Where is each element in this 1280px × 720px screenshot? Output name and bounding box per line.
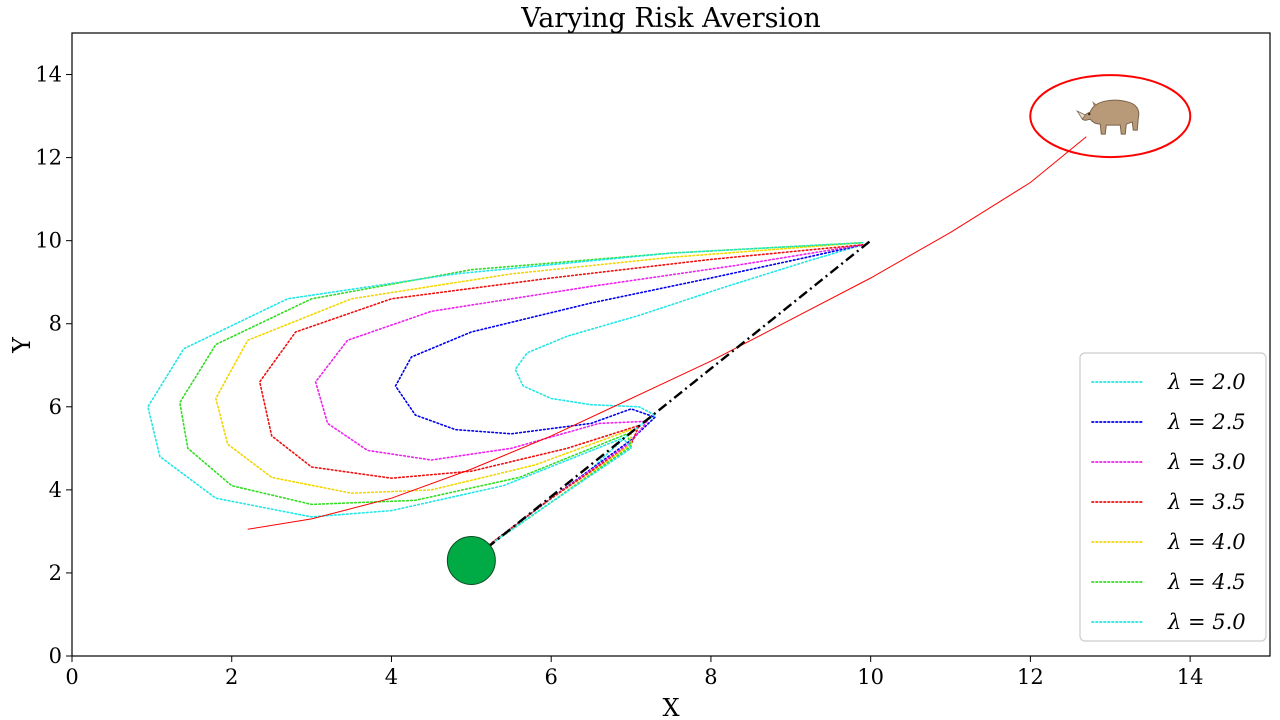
y-axis: 0 2 4 6 8 10 12 14 <box>35 63 72 668</box>
x-tick-label: 8 <box>704 665 717 689</box>
direct-path-line <box>470 239 872 562</box>
x-axis: 0 2 4 6 8 10 12 14 <box>65 656 1204 689</box>
plot-frame <box>71 32 1271 657</box>
target-ring <box>1029 74 1192 159</box>
x-tick-label: 2 <box>225 665 238 689</box>
target-trajectory-line <box>247 136 1087 530</box>
x-tick-label: 12 <box>1017 665 1044 689</box>
x-tick-label: 4 <box>385 665 398 689</box>
x-axis-label: X <box>662 694 679 720</box>
x-tick-label: 14 <box>1177 665 1204 689</box>
y-tick-label: 4 <box>49 478 62 502</box>
x-tick-label: 0 <box>65 665 78 689</box>
legend-box <box>1079 352 1267 642</box>
y-axis-label: Y <box>8 336 36 354</box>
x-tick-label: 6 <box>545 665 558 689</box>
chart-title: Varying Risk Aversion <box>520 3 821 34</box>
y-tick-label: 12 <box>35 146 62 170</box>
series-line-4 <box>258 244 864 553</box>
y-tick-label: 6 <box>49 395 62 419</box>
legend-label: λ = 3.5 <box>1167 490 1246 514</box>
legend-label: λ = 2.5 <box>1167 410 1246 434</box>
plot-area <box>147 74 1192 585</box>
legend-label: λ = 2.0 <box>1167 370 1246 394</box>
series-line-2 <box>394 244 864 553</box>
legend-label: λ = 5.0 <box>1167 610 1246 634</box>
rhino-icon <box>1076 99 1140 135</box>
y-tick-label: 2 <box>49 561 62 585</box>
legend-label: λ = 4.0 <box>1167 530 1246 554</box>
start-marker <box>446 535 496 585</box>
legend-label: λ = 4.5 <box>1167 570 1246 594</box>
series-line-5 <box>215 241 864 553</box>
series-line-6 <box>179 241 864 553</box>
y-tick-label: 8 <box>49 312 62 336</box>
legend: λ = 2.0 λ = 2.5 λ = 3.0 λ = 3.5 λ = 4.0 λ = 4… <box>1079 352 1267 642</box>
legend-label: λ = 3.0 <box>1167 450 1246 474</box>
series-line-3 <box>314 244 864 553</box>
y-tick-label: 0 <box>49 644 62 668</box>
series-line-1 <box>478 244 864 553</box>
series-line-7 <box>147 241 864 553</box>
y-tick-label: 14 <box>35 63 62 87</box>
x-tick-label: 10 <box>857 665 884 689</box>
y-tick-label: 10 <box>35 229 62 253</box>
